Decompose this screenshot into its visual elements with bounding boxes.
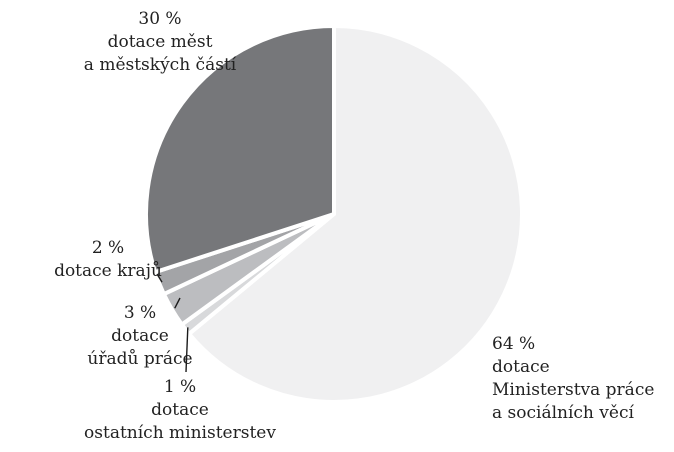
labels-layer: 64 % dotace Ministerstva práce a sociálních… [54,9,654,443]
slice-value-label-4: 30 % [138,9,181,29]
slices-layer [144,24,524,404]
slice-label-3-line-1: dotace krajů [54,261,162,281]
leader-line-2 [174,297,181,309]
slice-label-0-line-1: dotace [492,357,550,377]
leader-line-3 [156,273,163,283]
slice-label-4-line-1: dotace měst [108,32,213,52]
leader-lines [156,273,189,373]
slice-value-label-1: 1 % [164,377,196,397]
slice-value-label-2: 3 % [124,303,156,323]
slice-label-0-line-3: a sociálních věcí [492,403,634,423]
pie-slice-4 [144,24,336,275]
pie-slice-0 [187,24,524,404]
leader-line-1 [185,327,189,373]
slice-label-0-line-2: Ministerstva práce [492,380,654,400]
slice-label-1-line-1: dotace [151,400,209,420]
slice-label-2-line-1: dotace [111,326,169,346]
slice-label-2-line-2: úřadů práce [87,349,192,369]
slice-value-label-3: 2 % [92,238,124,258]
slice-label-4-line-2: a městských částí [84,55,237,75]
slice-label-1-line-2: ostatních ministerstev [84,423,276,443]
slice-value-label-0: 64 % [492,334,535,354]
